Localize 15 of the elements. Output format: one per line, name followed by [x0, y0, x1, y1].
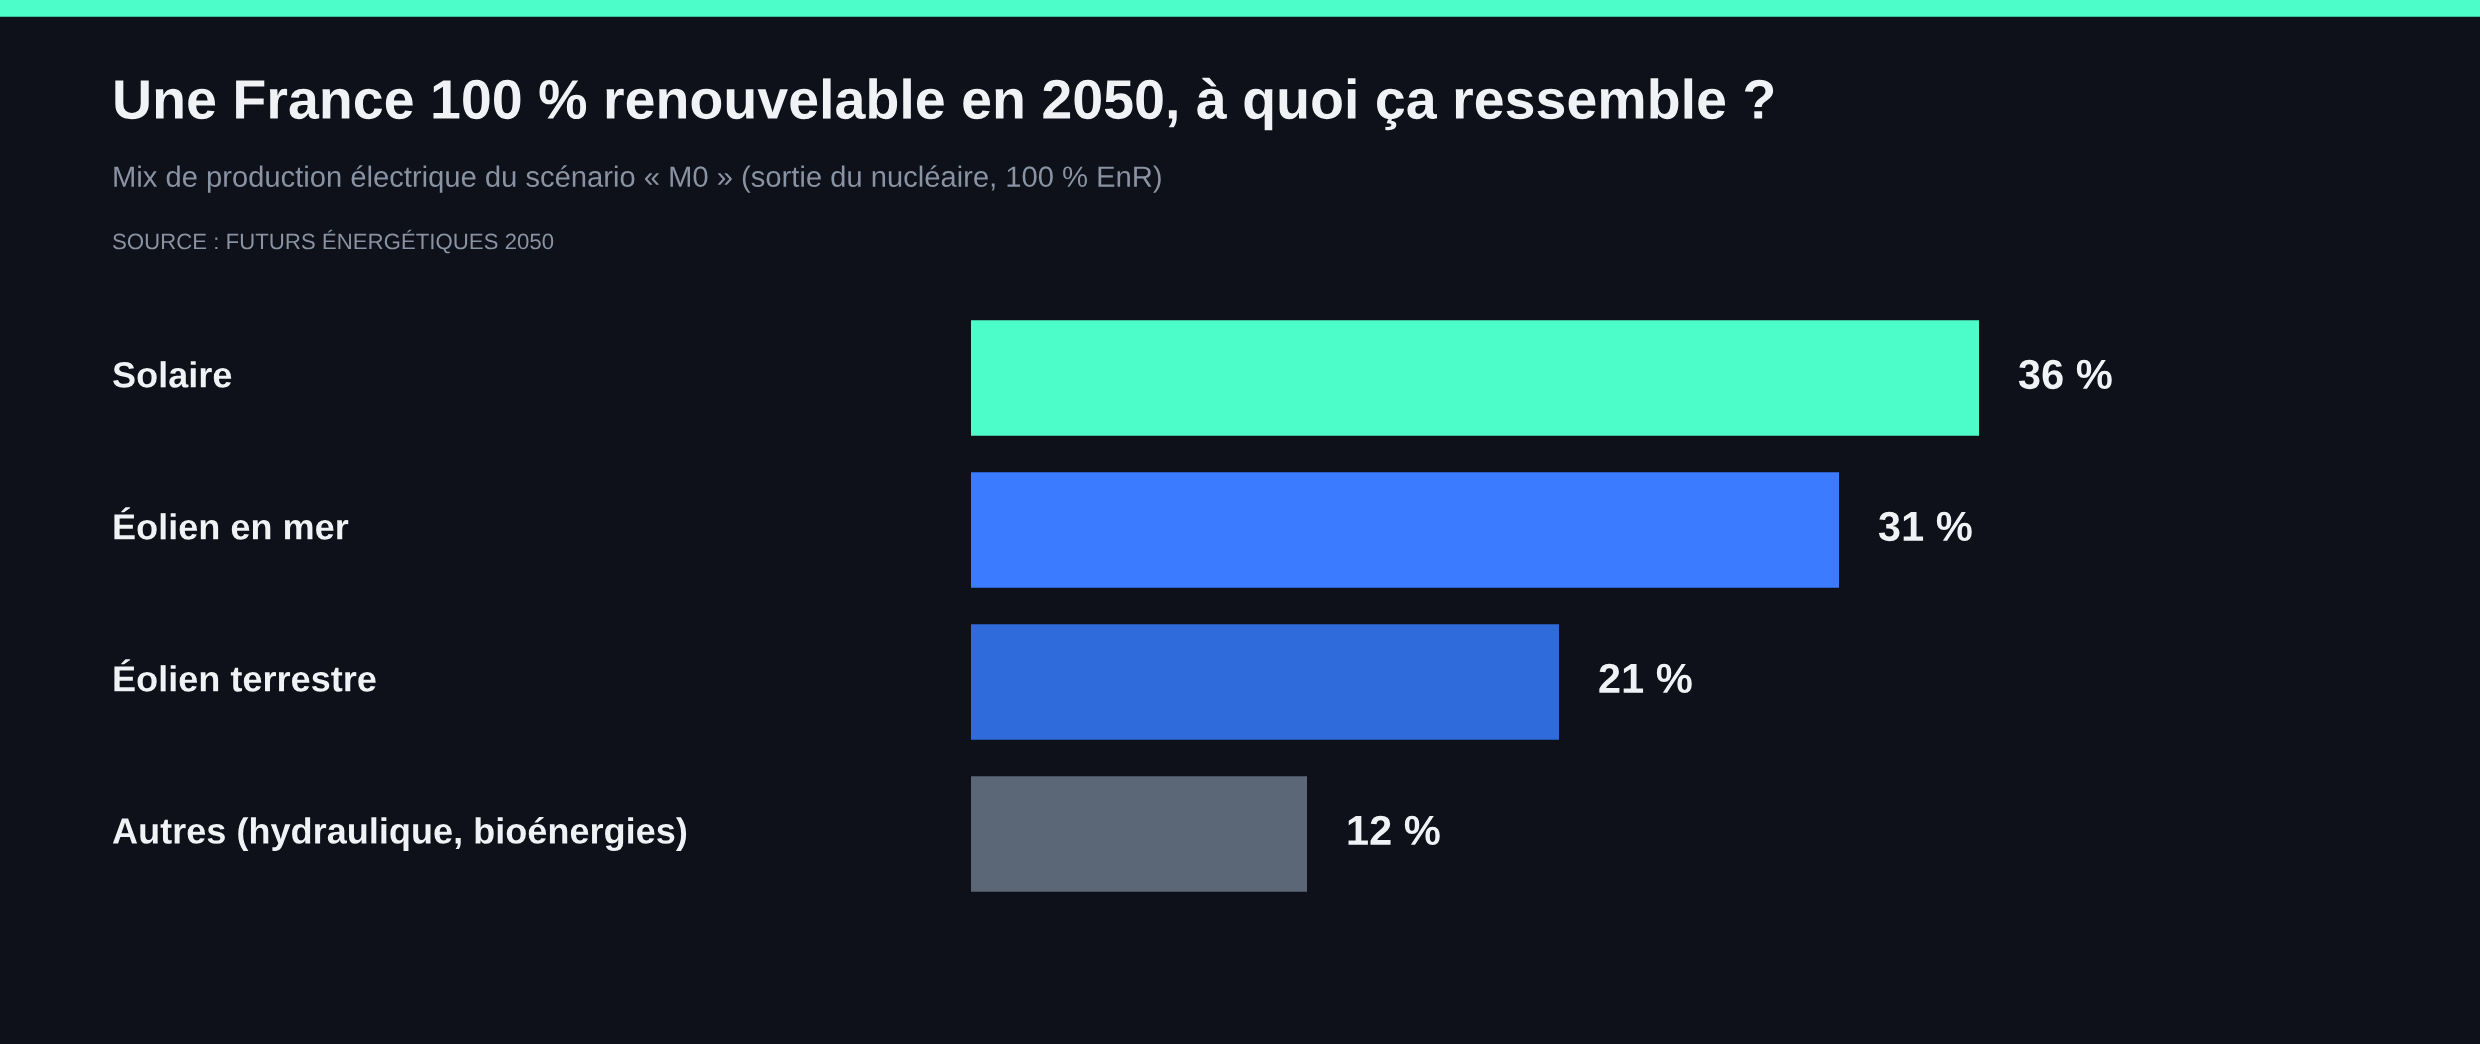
data-label: 21 %	[1599, 663, 1692, 694]
y-tick-label: Solaire	[113, 361, 232, 388]
bar	[971, 472, 1839, 588]
bar	[971, 624, 1559, 740]
source-note: SOURCE : FUTURS ÉNERGÉTIQUES 2050	[113, 229, 554, 254]
bar	[971, 776, 1307, 892]
y-tick-label: Autres (hydraulique, bioénergies)	[112, 816, 687, 852]
y-tick-label: Éolien en mer	[114, 507, 349, 540]
chart-title: Une France 100 % renouvelable en 2050, à quoi ça ressemble ?	[115, 77, 1774, 131]
y-tick-label: Éolien terrestre	[114, 659, 376, 692]
data-label: 36 %	[2018, 359, 2112, 390]
data-label: 12 %	[1348, 815, 1440, 846]
text: Mix de production électrique du scénario « M0 » (sortie du nucléaire, 100 % EnR)	[114, 165, 1161, 193]
bar	[971, 320, 1979, 436]
data-label: 31 %	[1878, 511, 1972, 542]
